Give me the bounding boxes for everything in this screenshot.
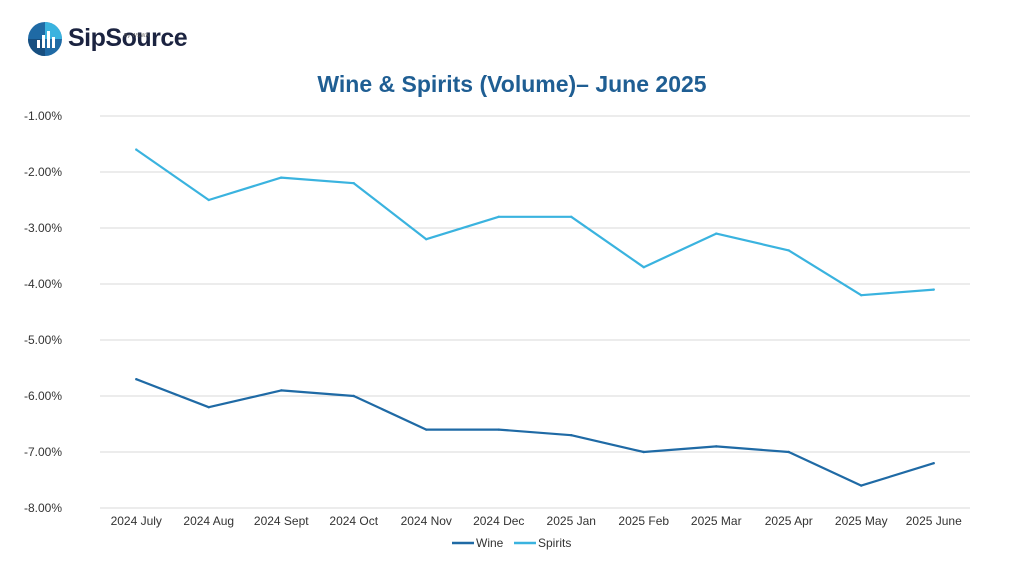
y-tick-label: -1.00%: [24, 109, 62, 123]
data-point-spirits: [280, 176, 283, 179]
x-tick-label: 2024 Sept: [254, 514, 309, 528]
data-point-spirits: [570, 215, 573, 218]
series-line-spirits: [135, 148, 934, 297]
data-point-wine: [932, 462, 935, 465]
data-point-wine: [570, 434, 573, 437]
data-point-spirits: [425, 238, 428, 241]
legend-label-wine: Wine: [476, 536, 504, 550]
data-point-wine: [787, 450, 790, 454]
brand-logo: SipSource: [26, 20, 188, 60]
data-point-wine: [497, 428, 500, 431]
x-tick-label: 2024 Oct: [329, 514, 378, 528]
x-tick-label: 2025 Apr: [765, 514, 813, 528]
x-axis-ticks: 2024 July 2024 Aug 2024 Sept 2024 Oct 2024 N…: [111, 514, 963, 528]
logo-wordmark: SipSource: [68, 24, 188, 52]
data-point-spirits: [352, 182, 355, 185]
data-point-spirits: [642, 266, 645, 269]
series-lines: [135, 148, 935, 487]
x-tick-label: 2025 June: [906, 514, 962, 528]
data-point-spirits: [135, 148, 138, 151]
x-tick-label: 2024 Nov: [401, 514, 452, 528]
chart-title: Wine & Spirits (Volume)– June 2025: [317, 71, 707, 97]
data-point-wine: [860, 484, 863, 487]
y-tick-label: -4.00%: [24, 277, 62, 291]
legend: Wine Spirits: [452, 536, 571, 550]
data-point-wine: [715, 445, 718, 448]
logo-byline: By WSWA: [124, 33, 150, 39]
data-point-wine: [642, 450, 645, 454]
x-tick-label: 2024 Dec: [473, 514, 524, 528]
data-point-spirits: [787, 249, 790, 252]
series-line-wine: [135, 378, 935, 487]
data-point-wine: [135, 378, 138, 381]
y-tick-label: -5.00%: [24, 333, 62, 347]
sipsource-logo-icon: [28, 22, 62, 56]
data-point-spirits: [860, 294, 863, 297]
data-point-spirits: [932, 288, 935, 291]
y-tick-label: -7.00%: [24, 445, 62, 459]
x-tick-label: 2025 Mar: [691, 514, 742, 528]
legend-label-spirits: Spirits: [538, 536, 571, 550]
x-tick-label: 2024 July: [111, 514, 162, 528]
x-tick-label: 2024 Aug: [183, 514, 234, 528]
data-point-spirits: [497, 215, 500, 218]
gridlines: [100, 115, 970, 509]
data-point-spirits: [715, 232, 718, 235]
y-tick-label: -6.00%: [24, 389, 62, 403]
y-axis-ticks: -1.00% -2.00% -3.00% -4.00% -5.00% -6.00% -7.0…: [24, 109, 62, 515]
data-point-wine: [352, 394, 355, 398]
x-tick-label: 2025 Jan: [547, 514, 596, 528]
x-tick-label: 2025 Feb: [618, 514, 669, 528]
y-tick-label: -8.00%: [24, 501, 62, 515]
y-tick-label: -3.00%: [24, 221, 62, 235]
data-point-wine: [280, 389, 283, 392]
data-point-wine: [207, 406, 210, 409]
x-tick-label: 2025 May: [835, 514, 888, 528]
data-point-spirits: [207, 198, 210, 202]
data-point-wine: [425, 428, 428, 431]
y-tick-label: -2.00%: [24, 165, 62, 179]
